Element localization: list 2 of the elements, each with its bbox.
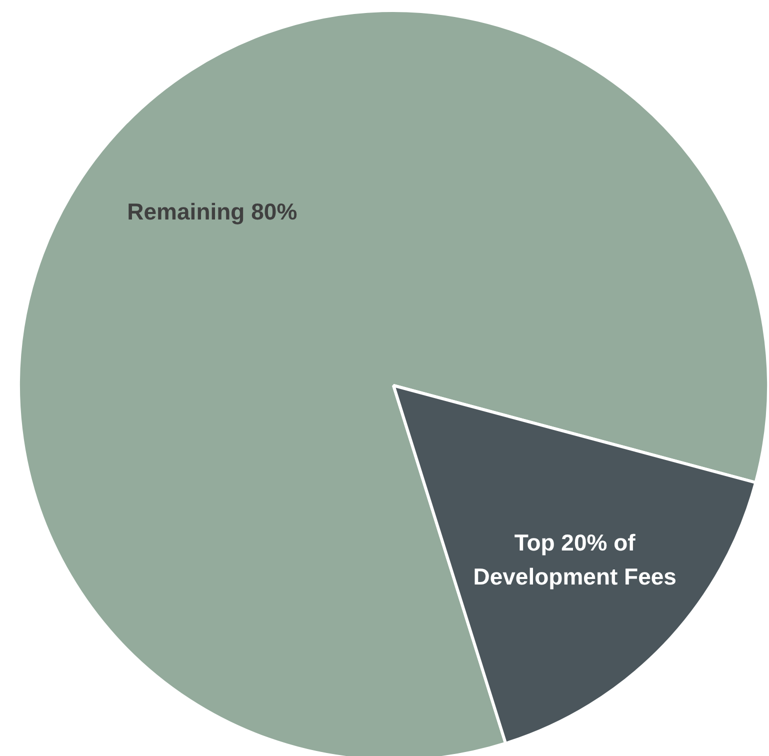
slice-label: Remaining 80%	[127, 198, 298, 225]
slice-label: Top 20% of Development Fees	[473, 530, 676, 590]
